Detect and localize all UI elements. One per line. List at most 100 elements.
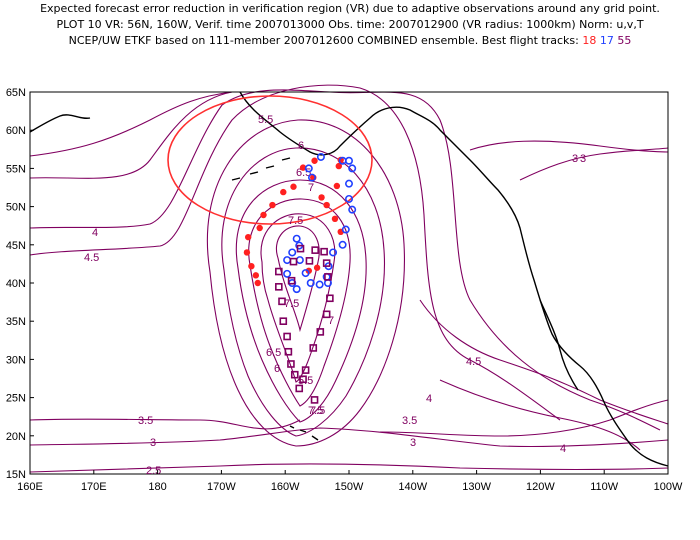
plot-frame [29,91,669,475]
x-tick-label: 170E [81,481,107,493]
contour-label-21: 3 [580,153,586,165]
track-55-marker [299,375,307,384]
track-17-marker [295,256,304,265]
track-18-marker [256,224,263,232]
contour-label-10: 3 [572,153,578,165]
track-18-marker [248,262,255,270]
track-18-marker [333,182,341,190]
contour-6 [235,179,367,423]
contour-east-4 [439,379,641,451]
x-tick-label: 110W [590,481,619,493]
contour-lines [29,84,669,473]
track-55-marker [283,332,291,341]
track-18-marker [254,279,261,287]
header-line-1: Expected forecast error reduction in ver… [40,2,660,15]
track-55-label: 55 [617,34,632,47]
x-tick-label: 120W [526,481,555,493]
contour-label-22: 2.5 [146,465,161,477]
contour-ne-3 [519,147,669,181]
track-55-marker [301,366,310,374]
track-55-marker [279,317,288,326]
coast-alaska [239,91,669,467]
track-17-marker [307,173,316,182]
x-tick-label: 140W [398,481,427,493]
contour-label-11: 7.5 [284,298,299,310]
contour-label-15: 7.5 [310,405,325,417]
track-18-marker [331,215,339,223]
track-55-marker [324,273,332,281]
track-17-marker [338,240,347,249]
contour-4-5 [29,84,561,421]
contour-3-5 [29,91,301,430]
track-55-marker [295,384,304,393]
track-55-marker [275,267,283,276]
track-17-marker [292,285,301,294]
track-17-marker [344,179,353,188]
track-17-marker [348,205,357,214]
y-tick-label: 20N [6,431,26,443]
x-tick-label: 160W [271,481,300,493]
contour-east-4-5 [419,299,669,425]
contour-lower-2-5 [29,463,669,473]
x-tick-label: 170W [207,481,236,493]
track-55-marker [305,257,314,265]
track-17-label: 17 [599,34,614,47]
track-17-marker [283,256,292,265]
x-tick-label: 180 [148,481,166,493]
contour-label-8: 3 [150,437,156,449]
track-55-marker [311,246,319,254]
track-55-marker [320,247,328,256]
track-18-marker [243,249,251,256]
track-17-marker [315,280,324,289]
y-tick-label: 30N [6,354,26,366]
verification-region-circle [167,95,373,225]
contour-3-outer [29,91,669,157]
coast-baja [539,299,579,391]
contour-5 [206,119,405,447]
header-line-3: NCEP/UW ETKF based on 111-member 2007012… [0,34,700,48]
track-17-marker [292,234,301,243]
x-tick-label: 100W [654,481,683,493]
track-55-marker [278,297,286,306]
y-tick-label: 50N [6,202,26,214]
contour-label-9: 3.5 [138,415,153,427]
track-18-marker [269,201,276,209]
contour-label-5: 7.5 [288,215,303,227]
x-tick-label: 150W [335,481,364,493]
track-18-marker [311,157,318,164]
track-55-marker [310,396,319,404]
track-18-marker [313,264,321,271]
track-55-marker [287,360,295,368]
track-18-marker [244,233,252,241]
contour-label-group: 5.5 6 6.5 7 7.5 4 4.5 3 3.5 3 7.5 7 6.5 … [84,114,586,477]
track-18-label: 18 [582,34,597,47]
y-axis: 15N 20N 25N 30N 35N 40N 45N 50N 55N 60N 65N [6,87,34,481]
track-55-marker [326,294,334,303]
contour-label-3: 6.5 [296,167,311,179]
contour-label-6: 4 [92,227,98,239]
track-18-marker [260,211,267,219]
x-axis: 160E 170E 180 170W 160W 150W 140W 130W 120W 110W 1… [17,470,683,493]
track-55-marker [287,276,296,285]
contour-label-13: 6.5 [266,347,281,359]
coast-aleutians [231,157,291,181]
contour-7-5 [276,225,320,333]
y-tick-label: 40N [6,278,26,290]
track-55-marker [322,259,331,267]
x-tick-label: 160E [17,481,43,493]
header-line-2: PLOT 10 VR: 56N, 160W, Verif. time 20070… [56,18,644,31]
y-tick-label: 55N [6,163,26,175]
coastlines [29,91,669,467]
track-17-marker [301,269,310,278]
track-17-marker [283,269,292,278]
contour-label-7: 4.5 [84,252,99,264]
contour-label-17: 4 [426,393,432,405]
track-18-marker [290,183,297,190]
track-17-marker [316,152,325,161]
track-18-marker [318,194,325,201]
contour-4 [29,89,661,431]
track-55-marker [289,257,298,266]
y-tick-label: 65N [6,87,26,99]
track-18-marker [299,164,307,171]
